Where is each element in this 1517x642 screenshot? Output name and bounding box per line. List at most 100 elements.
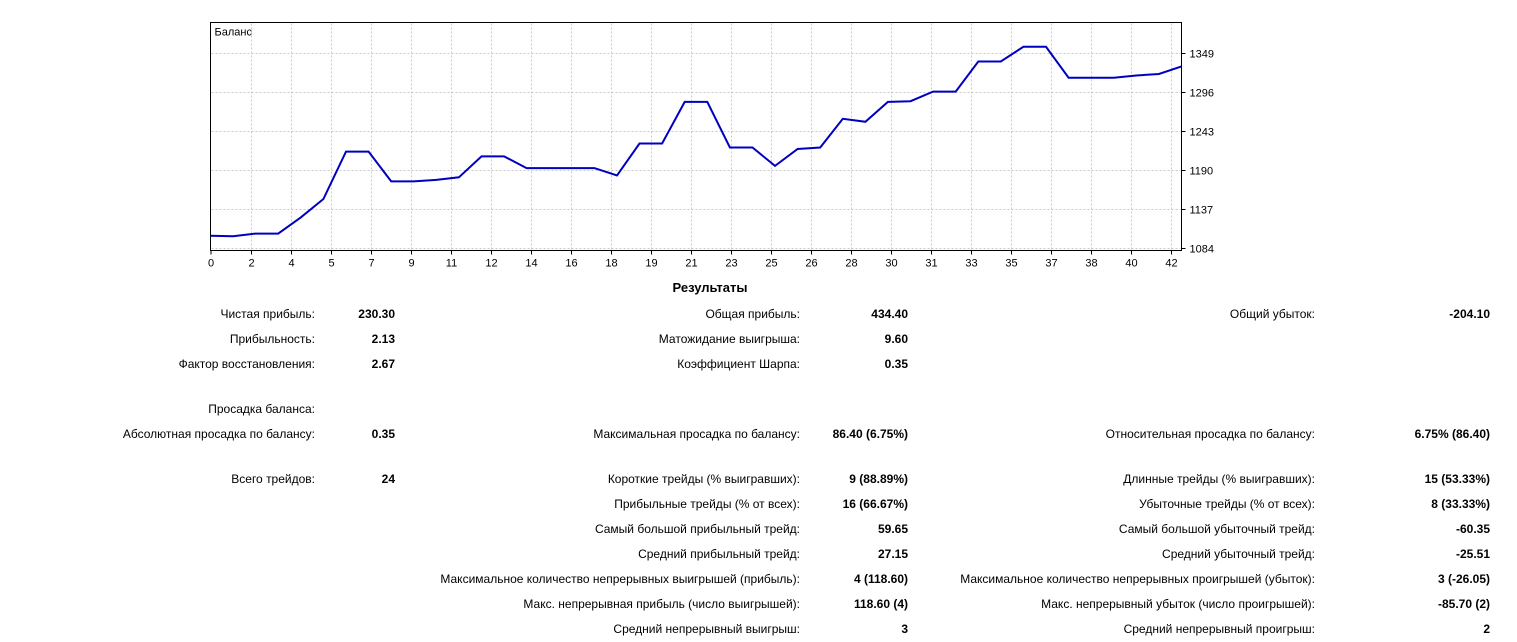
stat-label: Короткие трейды (% выигравших): bbox=[607, 472, 800, 486]
stat-label: Средний непрерывный проигрыш: bbox=[1123, 622, 1315, 636]
plot-area bbox=[210, 22, 1182, 251]
x-axis-label: 16 bbox=[565, 258, 577, 270]
stat-value: 59.65 bbox=[877, 522, 908, 536]
x-axis-label: 35 bbox=[1005, 258, 1017, 270]
x-axis-label: 28 bbox=[845, 258, 857, 270]
x-axis-label: 5 bbox=[328, 258, 334, 270]
stat-value bbox=[315, 397, 395, 422]
stat-row: Всего трейдов: 24 Короткие трейды (% выигр… bbox=[0, 467, 1517, 492]
x-axis-label: 19 bbox=[645, 258, 657, 270]
stat-row: Самый большой прибыльный трейд: 59.65 Самы… bbox=[0, 517, 1517, 542]
chart-series-label: Баланс bbox=[215, 27, 253, 39]
x-axis-label: 4 bbox=[288, 258, 294, 270]
x-axis-label: 40 bbox=[1125, 258, 1137, 270]
stat-value: 0.35 bbox=[884, 357, 908, 371]
stat-label bbox=[0, 567, 315, 592]
stat-row: Средний прибыльный трейд: 27.15 Средний уб… bbox=[0, 542, 1517, 567]
stat-label: Максимальная просадка по балансу: bbox=[593, 427, 800, 441]
stat-value: 86.40 (6.75%) bbox=[832, 427, 908, 441]
stat-label: Макс. непрерывная прибыль (число выигрыш… bbox=[523, 597, 800, 611]
stat-value: 9 (88.89%) bbox=[849, 472, 908, 486]
stat-value bbox=[315, 617, 395, 642]
stat-value: 434.40 bbox=[871, 307, 908, 321]
y-axis-label: 1137 bbox=[1190, 205, 1214, 217]
y-axis-label: 1243 bbox=[1190, 127, 1214, 139]
stat-value: 8 (33.33%) bbox=[1431, 497, 1490, 511]
stat-label: Максимальное количество непрерывных выиг… bbox=[440, 572, 800, 586]
stat-label: Самый большой убыточный трейд: bbox=[1118, 522, 1315, 536]
results-section: Просадка баланса: Абсолютная просадка по … bbox=[0, 397, 1517, 447]
stat-value: 2.13 bbox=[371, 332, 395, 346]
x-axis-label: 2 bbox=[248, 258, 254, 270]
stat-row: Максимальное количество непрерывных выиг… bbox=[0, 567, 1517, 592]
stat-label: Фактор восстановления: bbox=[178, 357, 315, 371]
y-axis-label: 1190 bbox=[1190, 166, 1214, 178]
stat-value: 0.35 bbox=[371, 427, 395, 441]
stat-label bbox=[0, 517, 315, 542]
stat-value: -85.70 (2) bbox=[1437, 597, 1490, 611]
stat-label: Длинные трейды (% выигравших): bbox=[1123, 472, 1315, 486]
stat-label: Средний прибыльный трейд: bbox=[638, 547, 800, 561]
stat-label bbox=[395, 397, 800, 422]
stat-label: Общий убыток: bbox=[1229, 307, 1315, 321]
stat-label bbox=[0, 592, 315, 617]
results-section: Чистая прибыль: 230.30 Общая прибыль: 434.4… bbox=[0, 302, 1517, 377]
x-axis-label: 7 bbox=[368, 258, 374, 270]
stat-row: Просадка баланса: bbox=[0, 397, 1517, 422]
x-axis-label: 26 bbox=[805, 258, 817, 270]
x-axis-label: 33 bbox=[965, 258, 977, 270]
x-axis-label: 14 bbox=[525, 258, 537, 270]
y-axis-label: 1349 bbox=[1190, 49, 1214, 61]
stat-value bbox=[1315, 352, 1490, 377]
stat-row: Макс. непрерывная прибыль (число выигрыш… bbox=[0, 592, 1517, 617]
stat-label: Средний убыточный трейд: bbox=[1162, 547, 1315, 561]
stat-value: 24 bbox=[381, 472, 395, 486]
stat-value: -25.51 bbox=[1455, 547, 1490, 561]
stat-value: 230.30 bbox=[358, 307, 395, 321]
stat-value: -204.10 bbox=[1449, 307, 1490, 321]
stat-label bbox=[0, 492, 315, 517]
x-axis-label: 31 bbox=[925, 258, 937, 270]
x-axis-label: 30 bbox=[885, 258, 897, 270]
stat-value: 15 (53.33%) bbox=[1424, 472, 1490, 486]
stat-label bbox=[0, 617, 315, 642]
stat-row: Фактор восстановления: 2.67 Коэффициент Ша… bbox=[0, 352, 1517, 377]
stat-value bbox=[800, 397, 908, 422]
x-axis-label: 12 bbox=[485, 258, 497, 270]
results-section: Всего трейдов: 24 Короткие трейды (% выигр… bbox=[0, 467, 1517, 642]
stat-value: 3 (-26.05) bbox=[1437, 572, 1490, 586]
stat-value: 9.60 bbox=[884, 332, 908, 346]
stat-value: 118.60 (4) bbox=[853, 597, 908, 611]
stat-row: Средний непрерывный выигрыш: 3 Средний неп… bbox=[0, 617, 1517, 642]
stat-row: Абсолютная просадка по балансу: 0.35 Макси… bbox=[0, 422, 1517, 447]
stat-label: Абсолютная просадка по балансу: bbox=[122, 427, 315, 441]
y-axis-label: 1084 bbox=[1190, 244, 1214, 256]
stat-label: Чистая прибыль: bbox=[220, 307, 315, 321]
x-axis-label: 37 bbox=[1045, 258, 1057, 270]
stat-value bbox=[315, 492, 395, 517]
results-table: Чистая прибыль: 230.30 Общая прибыль: 434.4… bbox=[0, 302, 1517, 642]
stat-value bbox=[1315, 327, 1490, 352]
stat-label: Всего трейдов: bbox=[231, 472, 315, 486]
balance-line bbox=[210, 45, 1182, 238]
balance-chart: 1084 1137 1190 1243 1296 1349 0 2 4 5 7 9 11 12 14 16 18… bbox=[208, 22, 1214, 270]
stat-label: Средний непрерывный выигрыш: bbox=[613, 622, 800, 636]
x-axis-label: 0 bbox=[208, 258, 214, 270]
stat-label: Просадка баланса: bbox=[208, 402, 315, 416]
x-axis-label: 23 bbox=[725, 258, 737, 270]
stat-label bbox=[908, 327, 1315, 352]
stat-value bbox=[315, 542, 395, 567]
stat-label: Прибыльные трейды (% от всех): bbox=[614, 497, 800, 511]
x-axis-label: 9 bbox=[408, 258, 414, 270]
stat-value: 2 bbox=[1483, 622, 1490, 636]
stat-value: 3 bbox=[901, 622, 908, 636]
stat-label: Самый большой прибыльный трейд: bbox=[594, 522, 800, 536]
x-axis-label: 21 bbox=[685, 258, 697, 270]
stat-value: 2.67 bbox=[371, 357, 395, 371]
stat-row: Чистая прибыль: 230.30 Общая прибыль: 434.4… bbox=[0, 302, 1517, 327]
stat-label: Убыточные трейды (% от всех): bbox=[1139, 497, 1315, 511]
stat-label: Максимальное количество непрерывных прои… bbox=[960, 572, 1315, 586]
stat-value bbox=[315, 517, 395, 542]
stat-label: Матожидание выигрыша: bbox=[658, 332, 800, 346]
